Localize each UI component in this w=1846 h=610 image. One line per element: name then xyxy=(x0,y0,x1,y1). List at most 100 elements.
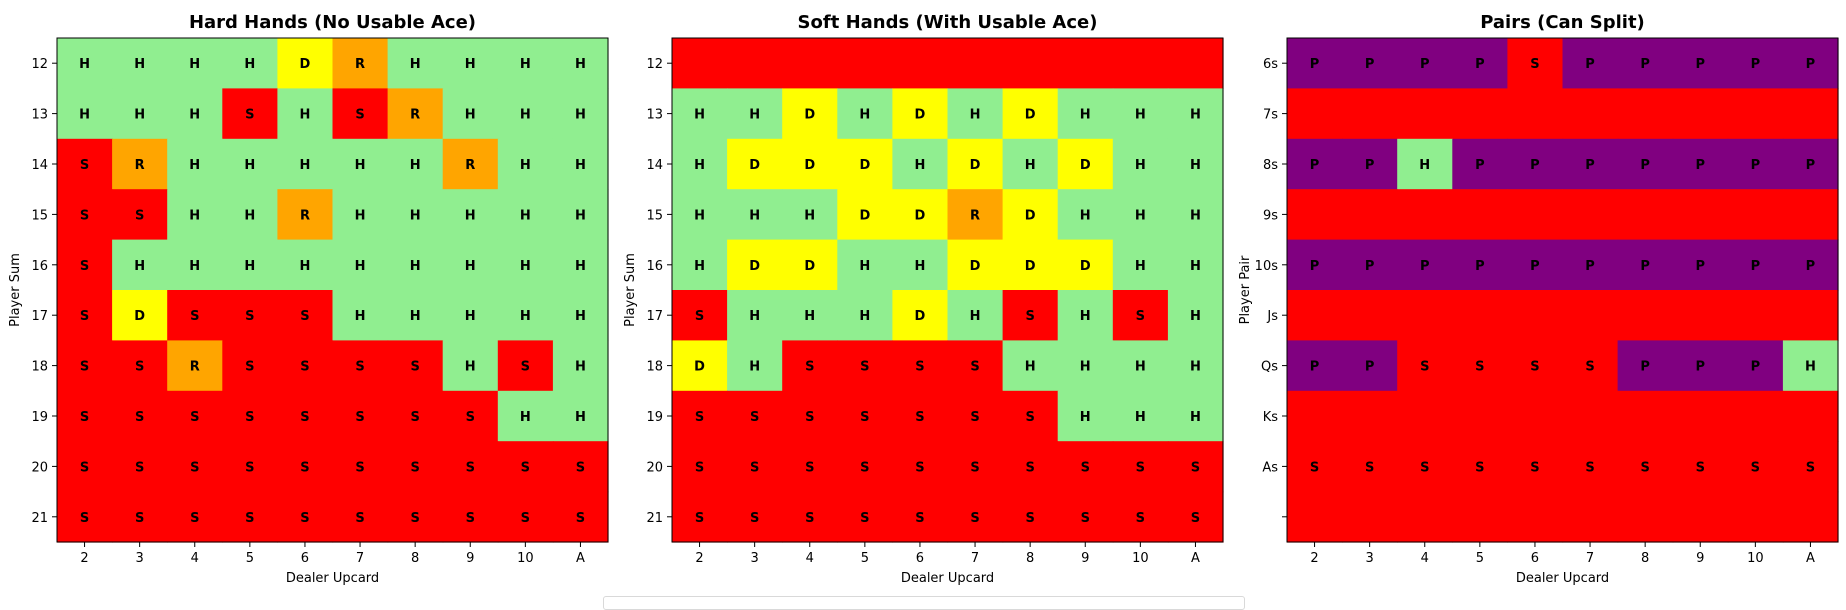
cell-label: P xyxy=(1640,57,1650,72)
y-tick-label: As xyxy=(1262,460,1278,475)
x-tick-label: A xyxy=(1191,551,1200,566)
cell-label: S xyxy=(1530,460,1539,475)
heatmap-cell xyxy=(727,138,783,190)
heatmap-cell xyxy=(1507,138,1564,190)
x-tick-label: 8 xyxy=(1026,551,1034,566)
heatmap-cell xyxy=(892,239,949,291)
cell-label: S xyxy=(750,460,759,475)
heatmap-cell xyxy=(112,189,168,241)
cell-label: D xyxy=(804,259,815,274)
heatmap-cell xyxy=(1397,441,1453,493)
y-tick-label: 15 xyxy=(646,208,663,223)
heatmap-cell xyxy=(1167,441,1224,493)
cell-label: H xyxy=(749,208,760,223)
y-tick-label: 14 xyxy=(31,158,48,173)
heatmap-cell xyxy=(277,491,334,543)
cell-label: H xyxy=(1190,259,1201,274)
cell-label: H xyxy=(859,309,870,324)
x-tick-label: 4 xyxy=(1421,551,1429,566)
cell-label: H xyxy=(189,57,200,72)
heatmap-cell xyxy=(1342,290,1398,341)
heatmap-cell xyxy=(1562,138,1619,190)
heatmap-cell xyxy=(1057,38,1114,89)
heatmap-cell xyxy=(222,390,278,442)
cell-label: H xyxy=(859,108,870,123)
x-tick-label: 6 xyxy=(1531,551,1539,566)
cell-label: S xyxy=(970,410,979,425)
heatmap-cell xyxy=(947,441,1004,493)
y-axis-label: Player Pair xyxy=(1238,255,1253,324)
cell-label: D xyxy=(134,309,145,324)
heatmap-cell xyxy=(222,290,278,341)
cell-label: S xyxy=(695,511,704,526)
y-tick-label: 17 xyxy=(31,309,48,324)
heatmap-cell xyxy=(387,491,444,543)
cell-label: S xyxy=(1136,511,1145,526)
heatmap-cell xyxy=(497,491,554,543)
heatmap-cell xyxy=(1617,390,1674,442)
heatmap-cell xyxy=(1397,340,1453,392)
heatmap-cell xyxy=(1342,340,1398,392)
cell-label: H xyxy=(1080,360,1091,375)
heatmap-cell xyxy=(837,138,893,190)
x-tick-label: 9 xyxy=(1081,551,1089,566)
cell-label: S xyxy=(80,460,89,475)
heatmap-cell xyxy=(112,88,168,140)
cell-label: H xyxy=(520,410,531,425)
heatmap-cell xyxy=(1057,491,1114,543)
cell-label: P xyxy=(1806,57,1816,72)
cell-label: D xyxy=(1080,259,1091,274)
cell-label: S xyxy=(80,360,89,375)
cell-label: H xyxy=(575,360,586,375)
cell-label: H xyxy=(575,57,586,72)
heatmap-cell xyxy=(837,491,893,543)
heatmap-cell xyxy=(672,491,728,543)
cell-label: P xyxy=(1585,158,1595,173)
heatmap-cell xyxy=(57,38,113,89)
heatmap-cell xyxy=(1112,491,1169,543)
heatmap-cell xyxy=(1617,290,1674,341)
heatmap-cell xyxy=(1782,340,1839,392)
cell-label: H xyxy=(244,259,255,274)
cell-label: S xyxy=(1806,460,1815,475)
cell-label: S xyxy=(466,460,475,475)
x-tick-label: 5 xyxy=(861,551,869,566)
cell-label: P xyxy=(1806,259,1816,274)
cell-label: S xyxy=(80,259,89,274)
heatmap-cell xyxy=(332,239,389,291)
x-tick-label: 3 xyxy=(1366,551,1374,566)
heatmap-cell xyxy=(497,340,554,392)
chart-panel-1: H H H H D R H H H H H H H S H S R H H H S R H H H H H R H H S S H H R H H H H H… xyxy=(8,12,609,586)
heatmap-cell xyxy=(332,340,389,392)
y-tick-label: 13 xyxy=(31,108,48,123)
heatmap-cell xyxy=(112,290,168,341)
heatmap-cell xyxy=(1727,189,1784,241)
cell-label: D xyxy=(915,309,926,324)
y-tick-label: 19 xyxy=(31,410,48,425)
heatmap-cell xyxy=(1167,340,1224,392)
heatmap-cell xyxy=(1782,290,1839,341)
cell-label: H xyxy=(749,108,760,123)
heatmap-cell xyxy=(552,441,609,493)
cell-label: P xyxy=(1310,57,1320,72)
cell-label: S xyxy=(805,511,814,526)
cell-label: S xyxy=(1025,460,1034,475)
heatmap-cell xyxy=(1112,138,1169,190)
heatmap-cell xyxy=(1002,189,1059,241)
x-tick-label: 9 xyxy=(466,551,474,566)
heatmap-cell xyxy=(332,38,389,89)
heatmap-cell xyxy=(947,491,1004,543)
cell-label: H xyxy=(244,57,255,72)
cell-label: R xyxy=(465,158,475,173)
y-tick-label: 6s xyxy=(1263,57,1278,72)
heatmap-cell xyxy=(1287,189,1343,241)
cell-label: H xyxy=(189,208,200,223)
heatmap-cell xyxy=(1507,491,1564,543)
heatmap-cell xyxy=(892,138,949,190)
cell-label: H xyxy=(1190,108,1201,123)
heatmap-cell xyxy=(1167,88,1224,140)
cell-label: P xyxy=(1475,57,1485,72)
heatmap-cell xyxy=(387,88,444,140)
heatmap-cell xyxy=(57,340,113,392)
heatmap-cell xyxy=(222,441,278,493)
